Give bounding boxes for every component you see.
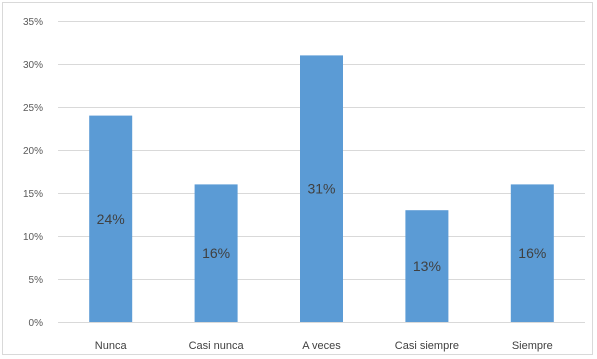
bar: [300, 55, 343, 323]
data-label: 24%: [97, 211, 125, 227]
y-tick-label: 35%: [23, 17, 43, 28]
bar: [405, 210, 449, 322]
y-tick-label: 20%: [23, 146, 43, 157]
data-label: 31%: [307, 181, 335, 197]
y-tick-label: 0%: [29, 318, 44, 329]
data-label: 13%: [413, 258, 441, 274]
x-category-label: Siempre: [512, 340, 553, 352]
y-tick-label: 5%: [29, 275, 44, 286]
x-category-label: Nunca: [95, 340, 128, 352]
data-label: 16%: [518, 245, 546, 261]
y-axis-ticks: 0% 5% 10% 15% 20% 25% 30% 35%: [23, 17, 43, 329]
x-axis-labels: Nunca Casi nunca A veces Casi siempre Siempr…: [95, 340, 553, 352]
y-tick-label: 10%: [23, 232, 43, 243]
y-tick-label: 25%: [23, 103, 43, 114]
x-category-label: Casi siempre: [395, 340, 459, 352]
x-category-label: Casi nunca: [189, 340, 245, 352]
data-labels: 24% 16% 31% 13% 16%: [97, 181, 547, 274]
bar: [510, 184, 554, 322]
y-tick-label: 15%: [23, 189, 43, 200]
data-label: 16%: [202, 245, 230, 261]
y-tick-label: 30%: [23, 60, 43, 71]
bars: [89, 55, 554, 323]
bar: [89, 115, 133, 322]
x-category-label: A veces: [302, 340, 341, 352]
bar: [194, 184, 238, 322]
